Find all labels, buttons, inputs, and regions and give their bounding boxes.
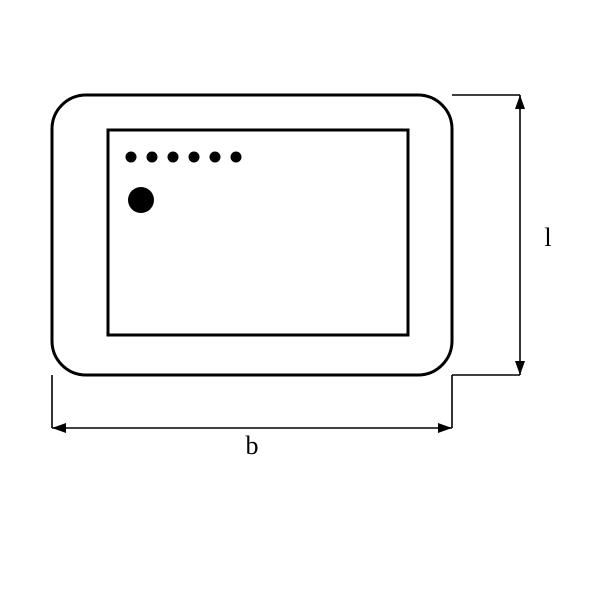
dim-l-label: l [544, 223, 551, 252]
indicator-dot-5 [210, 152, 221, 163]
dim-b-label: b [246, 431, 259, 460]
indicator-dot-4 [189, 152, 200, 163]
dimension-diagram: bl [0, 0, 600, 600]
indicator-dot-2 [147, 152, 158, 163]
operator-dot [128, 187, 154, 213]
indicator-dot-1 [126, 152, 137, 163]
diagram-stage: bl [0, 0, 600, 600]
indicator-dot-3 [168, 152, 179, 163]
indicator-dot-6 [231, 152, 242, 163]
